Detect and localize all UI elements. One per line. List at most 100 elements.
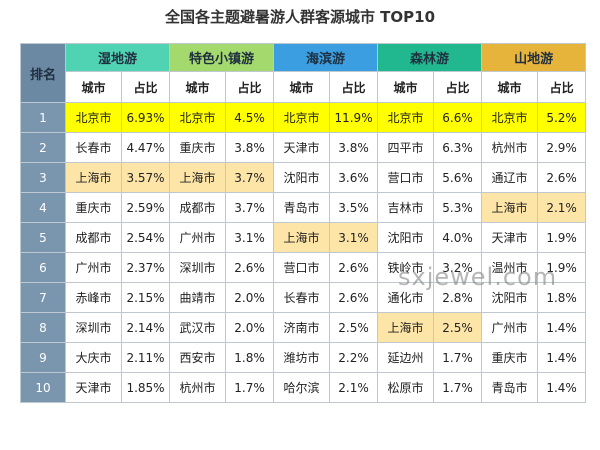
share-cell: 1.4% xyxy=(537,312,587,343)
city-cell: 杭州市 xyxy=(481,132,539,163)
share-cell: 5.6% xyxy=(433,162,483,193)
table-row: 7 赤峰市 2.15% 曲靖市 2.0% 长春市 2.6% 通化市 2.8% 沈阳市 1.8% xyxy=(20,282,587,313)
share-cell: 3.1% xyxy=(329,222,379,253)
rank-cell: 9 xyxy=(20,342,66,373)
theme-header: 森林游 xyxy=(377,43,483,72)
city-cell: 上海市 xyxy=(273,222,331,253)
city-cell: 西安市 xyxy=(169,342,227,373)
city-cell: 上海市 xyxy=(377,312,435,343)
share-cell: 2.1% xyxy=(329,372,379,403)
rank-header: 排名 xyxy=(20,43,66,103)
share-cell: 3.6% xyxy=(329,162,379,193)
share-cell: 4.0% xyxy=(433,222,483,253)
share-cell: 1.85% xyxy=(120,372,171,403)
city-cell: 天津市 xyxy=(65,372,122,403)
share-cell: 2.0% xyxy=(225,312,275,343)
city-cell: 四平市 xyxy=(377,132,435,163)
city-cell: 重庆市 xyxy=(481,342,539,373)
rank-cell: 2 xyxy=(20,132,66,163)
city-cell: 上海市 xyxy=(481,192,539,223)
city-column-header: 城市 xyxy=(65,71,122,103)
share-cell: 1.9% xyxy=(537,252,587,283)
table-row: 2 长春市 4.47% 重庆市 3.8% 天津市 3.8% 四平市 6.3% 杭州市 2.9% xyxy=(20,132,587,163)
share-cell: 2.6% xyxy=(225,252,275,283)
city-cell: 深圳市 xyxy=(169,252,227,283)
city-column-header: 城市 xyxy=(169,71,227,103)
city-cell: 杭州市 xyxy=(169,372,227,403)
city-cell: 天津市 xyxy=(481,222,539,253)
city-cell: 长春市 xyxy=(273,282,331,313)
share-cell: 3.5% xyxy=(329,192,379,223)
city-cell: 北京市 xyxy=(65,102,122,133)
share-cell: 3.8% xyxy=(329,132,379,163)
share-cell: 2.5% xyxy=(433,312,483,343)
rank-cell: 1 xyxy=(20,102,66,133)
city-cell: 沈阳市 xyxy=(377,222,435,253)
city-cell: 大庆市 xyxy=(65,342,122,373)
city-cell: 成都市 xyxy=(65,222,122,253)
share-column-header: 占比 xyxy=(433,71,483,103)
share-cell: 1.7% xyxy=(433,342,483,373)
rank-cell: 3 xyxy=(20,162,66,193)
city-cell: 营口市 xyxy=(273,252,331,283)
share-cell: 5.3% xyxy=(433,192,483,223)
city-cell: 沈阳市 xyxy=(481,282,539,313)
share-cell: 1.7% xyxy=(225,372,275,403)
city-cell: 营口市 xyxy=(377,162,435,193)
city-cell: 深圳市 xyxy=(65,312,122,343)
table-row: 6 广州市 2.37% 深圳市 2.6% 营口市 2.6% 铁岭市 3.2% 温州市 1.9% xyxy=(20,252,587,283)
share-cell: 3.57% xyxy=(120,162,171,193)
table-row: 4 重庆市 2.59% 成都市 3.7% 青岛市 3.5% 吉林市 5.3% 上海市 2.1% xyxy=(20,192,587,223)
city-cell: 通辽市 xyxy=(481,162,539,193)
theme-header: 海滨游 xyxy=(273,43,379,72)
share-cell: 2.59% xyxy=(120,192,171,223)
city-cell: 吉林市 xyxy=(377,192,435,223)
share-cell: 11.9% xyxy=(329,102,379,133)
share-cell: 2.9% xyxy=(537,132,587,163)
share-cell: 4.5% xyxy=(225,102,275,133)
city-column-header: 城市 xyxy=(273,71,331,103)
table-row: 1 北京市 6.93% 北京市 4.5% 北京市 11.9% 北京市 6.6% 北京市 5.2% xyxy=(20,102,587,133)
share-cell: 3.2% xyxy=(433,252,483,283)
city-cell: 松原市 xyxy=(377,372,435,403)
share-column-header: 占比 xyxy=(329,71,379,103)
share-cell: 6.3% xyxy=(433,132,483,163)
share-cell: 2.15% xyxy=(120,282,171,313)
city-cell: 北京市 xyxy=(481,102,539,133)
city-cell: 北京市 xyxy=(169,102,227,133)
page-title: 全国各主题避暑游人群客源城市 TOP10 xyxy=(164,8,436,26)
share-cell: 4.47% xyxy=(120,132,171,163)
share-cell: 2.8% xyxy=(433,282,483,313)
rank-cell: 6 xyxy=(20,252,66,283)
city-cell: 北京市 xyxy=(377,102,435,133)
share-cell: 3.8% xyxy=(225,132,275,163)
share-cell: 6.6% xyxy=(433,102,483,133)
share-cell: 1.9% xyxy=(537,222,587,253)
table-row: 5 成都市 2.54% 广州市 3.1% 上海市 3.1% 沈阳市 4.0% 天津市 1.9% xyxy=(20,222,587,253)
share-cell: 2.2% xyxy=(329,342,379,373)
share-cell: 6.93% xyxy=(120,102,171,133)
city-cell: 济南市 xyxy=(273,312,331,343)
share-cell: 2.11% xyxy=(120,342,171,373)
table-row: 3 上海市 3.57% 上海市 3.7% 沈阳市 3.6% 营口市 5.6% 通辽市 2.6% xyxy=(20,162,587,193)
rank-cell: 4 xyxy=(20,192,66,223)
theme-header: 湿地游 xyxy=(64,43,171,72)
city-cell: 铁岭市 xyxy=(377,252,435,283)
city-column-header: 城市 xyxy=(377,71,435,103)
city-cell: 北京市 xyxy=(273,102,331,133)
share-cell: 2.14% xyxy=(120,312,171,343)
city-cell: 重庆市 xyxy=(65,192,122,223)
top10-table: 排名 湿地游 特色小镇游 海滨游 森林游 山地游 城市 占比 城市 占比 城市 占比 城市 占比 城市占… xyxy=(20,43,587,403)
share-cell: 1.8% xyxy=(537,282,587,313)
share-cell: 2.6% xyxy=(329,252,379,283)
city-cell: 哈尔滨 xyxy=(273,372,331,403)
city-cell: 武汉市 xyxy=(169,312,227,343)
table-row: 8 深圳市 2.14% 武汉市 2.0% 济南市 2.5% 上海市 2.5% 广州市 1.4% xyxy=(20,312,587,343)
table-row: 10 天津市 1.85% 杭州市 1.7% 哈尔滨 2.1% 松原市 1.7% 青岛市 1.4% xyxy=(20,372,587,403)
table-row: 9 大庆市 2.11% 西安市 1.8% 潍坊市 2.2% 延边州 1.7% 重庆市 1.4% xyxy=(20,342,587,373)
rank-cell: 7 xyxy=(20,282,66,313)
share-cell: 2.6% xyxy=(537,162,587,193)
rank-cell: 5 xyxy=(20,222,66,253)
rank-cell: 10 xyxy=(20,372,66,403)
city-cell: 长春市 xyxy=(65,132,122,163)
